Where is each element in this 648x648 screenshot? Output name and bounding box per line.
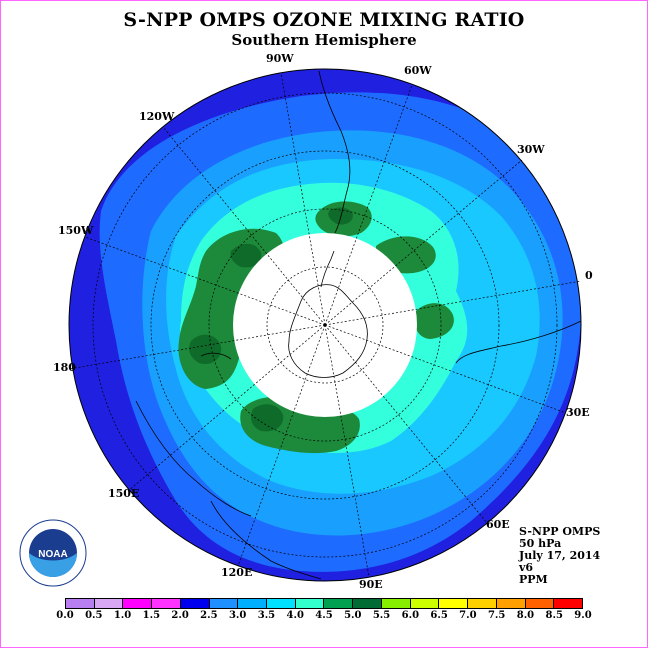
ozone-band-4-5-east xyxy=(414,303,454,339)
colorbar xyxy=(65,598,583,609)
colorbar-tick-label: 7.5 xyxy=(487,610,506,621)
colorbar-swatch-4 xyxy=(180,599,210,608)
colorbar-swatch-8 xyxy=(295,599,325,608)
colorbar-swatch-13 xyxy=(439,599,469,608)
lon-label-180: 180 xyxy=(53,361,76,374)
colorbar-tick-label: 2.0 xyxy=(171,610,189,621)
colorbar-swatch-5 xyxy=(209,599,239,608)
colorbar-tick-label: 5.5 xyxy=(372,610,391,621)
australia-coast xyxy=(135,400,252,517)
lon-label-90e: 90E xyxy=(359,578,383,591)
info-sensor: S-NPP OMPS xyxy=(519,525,601,538)
colorbar-tick-label: 6.5 xyxy=(430,610,448,621)
noaa-logo-text: NOAA xyxy=(38,549,67,560)
new-zealand-coast xyxy=(200,352,232,360)
colorbar-tick-label: 5.0 xyxy=(344,610,362,621)
info-version: v6 xyxy=(519,561,534,574)
colorbar-swatch-14 xyxy=(468,599,497,608)
colorbar-tick-label: 0.0 xyxy=(56,610,74,621)
ozone-band-5-0-west xyxy=(230,243,262,268)
lon-label-60w: 60W xyxy=(404,64,432,77)
colorbar-swatch-1 xyxy=(94,599,124,608)
lon-label-120w: 120W xyxy=(139,110,175,123)
colorbar-tick-label: 3.0 xyxy=(228,610,247,621)
product-info: S-NPP OMPS 50 hPa July 17, 2014 v6 PPM xyxy=(519,526,600,586)
coastlines xyxy=(135,70,582,580)
colorbar-swatch-16 xyxy=(525,599,555,608)
map-boundary xyxy=(68,68,582,582)
colorbar-swatch-11 xyxy=(381,599,411,608)
colorbar-tick-label: 9.0 xyxy=(574,610,592,621)
colorbar-tick-label: 7.0 xyxy=(459,610,477,621)
graticule xyxy=(68,72,582,578)
lon-label-150w: 150W xyxy=(58,224,94,237)
lon-label-60e: 60E xyxy=(486,518,510,531)
colorbar-swatch-9 xyxy=(324,599,354,608)
colorbar-ticks: 0.0 0.5 1.0 1.5 2.0 2.5 3.0 3.5 4.0 4.5 5.0 5.5 6.0 6… xyxy=(1,610,647,624)
colorbar-swatch-6 xyxy=(238,599,268,608)
colorbar-tick-label: 2.5 xyxy=(200,610,218,621)
africa-coast xyxy=(455,320,582,364)
tasmania-coast xyxy=(210,500,322,580)
south-pole-marker xyxy=(323,323,327,327)
colorbar-tick-label: 1.0 xyxy=(113,610,132,621)
colorbar-swatch-15 xyxy=(496,599,526,608)
info-date: July 17, 2014 xyxy=(519,549,601,562)
info-units: PPM xyxy=(519,573,548,586)
page-subtitle: Southern Hemisphere xyxy=(231,31,417,49)
antarctica-coast xyxy=(288,284,368,378)
colorbar-swatch-10 xyxy=(353,599,382,608)
noaa-logo: NOAA xyxy=(19,519,87,587)
lon-label-30e: 30E xyxy=(566,406,590,419)
colorbar-swatch-2 xyxy=(123,599,153,608)
lon-label-30w: 30W xyxy=(517,143,545,156)
page-title: S-NPP OMPS OZONE MIXING RATIO xyxy=(123,9,525,31)
colorbar-swatch-12 xyxy=(410,599,440,608)
colorbar-tick-label: 4.0 xyxy=(286,610,304,621)
colorbar-swatch-0 xyxy=(66,599,95,608)
colorbar-swatch-3 xyxy=(152,599,181,608)
colorbar-tick-label: 3.5 xyxy=(257,610,276,621)
colorbar-swatch-7 xyxy=(267,599,296,608)
lon-label-90w: 90W xyxy=(266,52,294,65)
south-america-coast xyxy=(318,70,351,234)
colorbar-swatch-17 xyxy=(554,599,582,608)
colorbar-tick-label: 6.0 xyxy=(401,610,420,621)
colorbar-tick-label: 0.5 xyxy=(85,610,103,621)
ozone-band-5-0-south xyxy=(251,404,284,432)
lon-label-150e: 150E xyxy=(108,487,140,500)
lon-label-0: 0 xyxy=(585,269,593,282)
colorbar-tick-label: 1.5 xyxy=(142,610,161,621)
colorbar-tick-label: 8.0 xyxy=(516,610,535,621)
antarctic-peninsula xyxy=(320,250,335,288)
info-pressure-level: 50 hPa xyxy=(519,537,562,550)
lon-label-120e: 120E xyxy=(221,566,253,579)
colorbar-tick-label: 4.5 xyxy=(315,610,333,621)
colorbar-tick-label: 8.5 xyxy=(545,610,563,621)
